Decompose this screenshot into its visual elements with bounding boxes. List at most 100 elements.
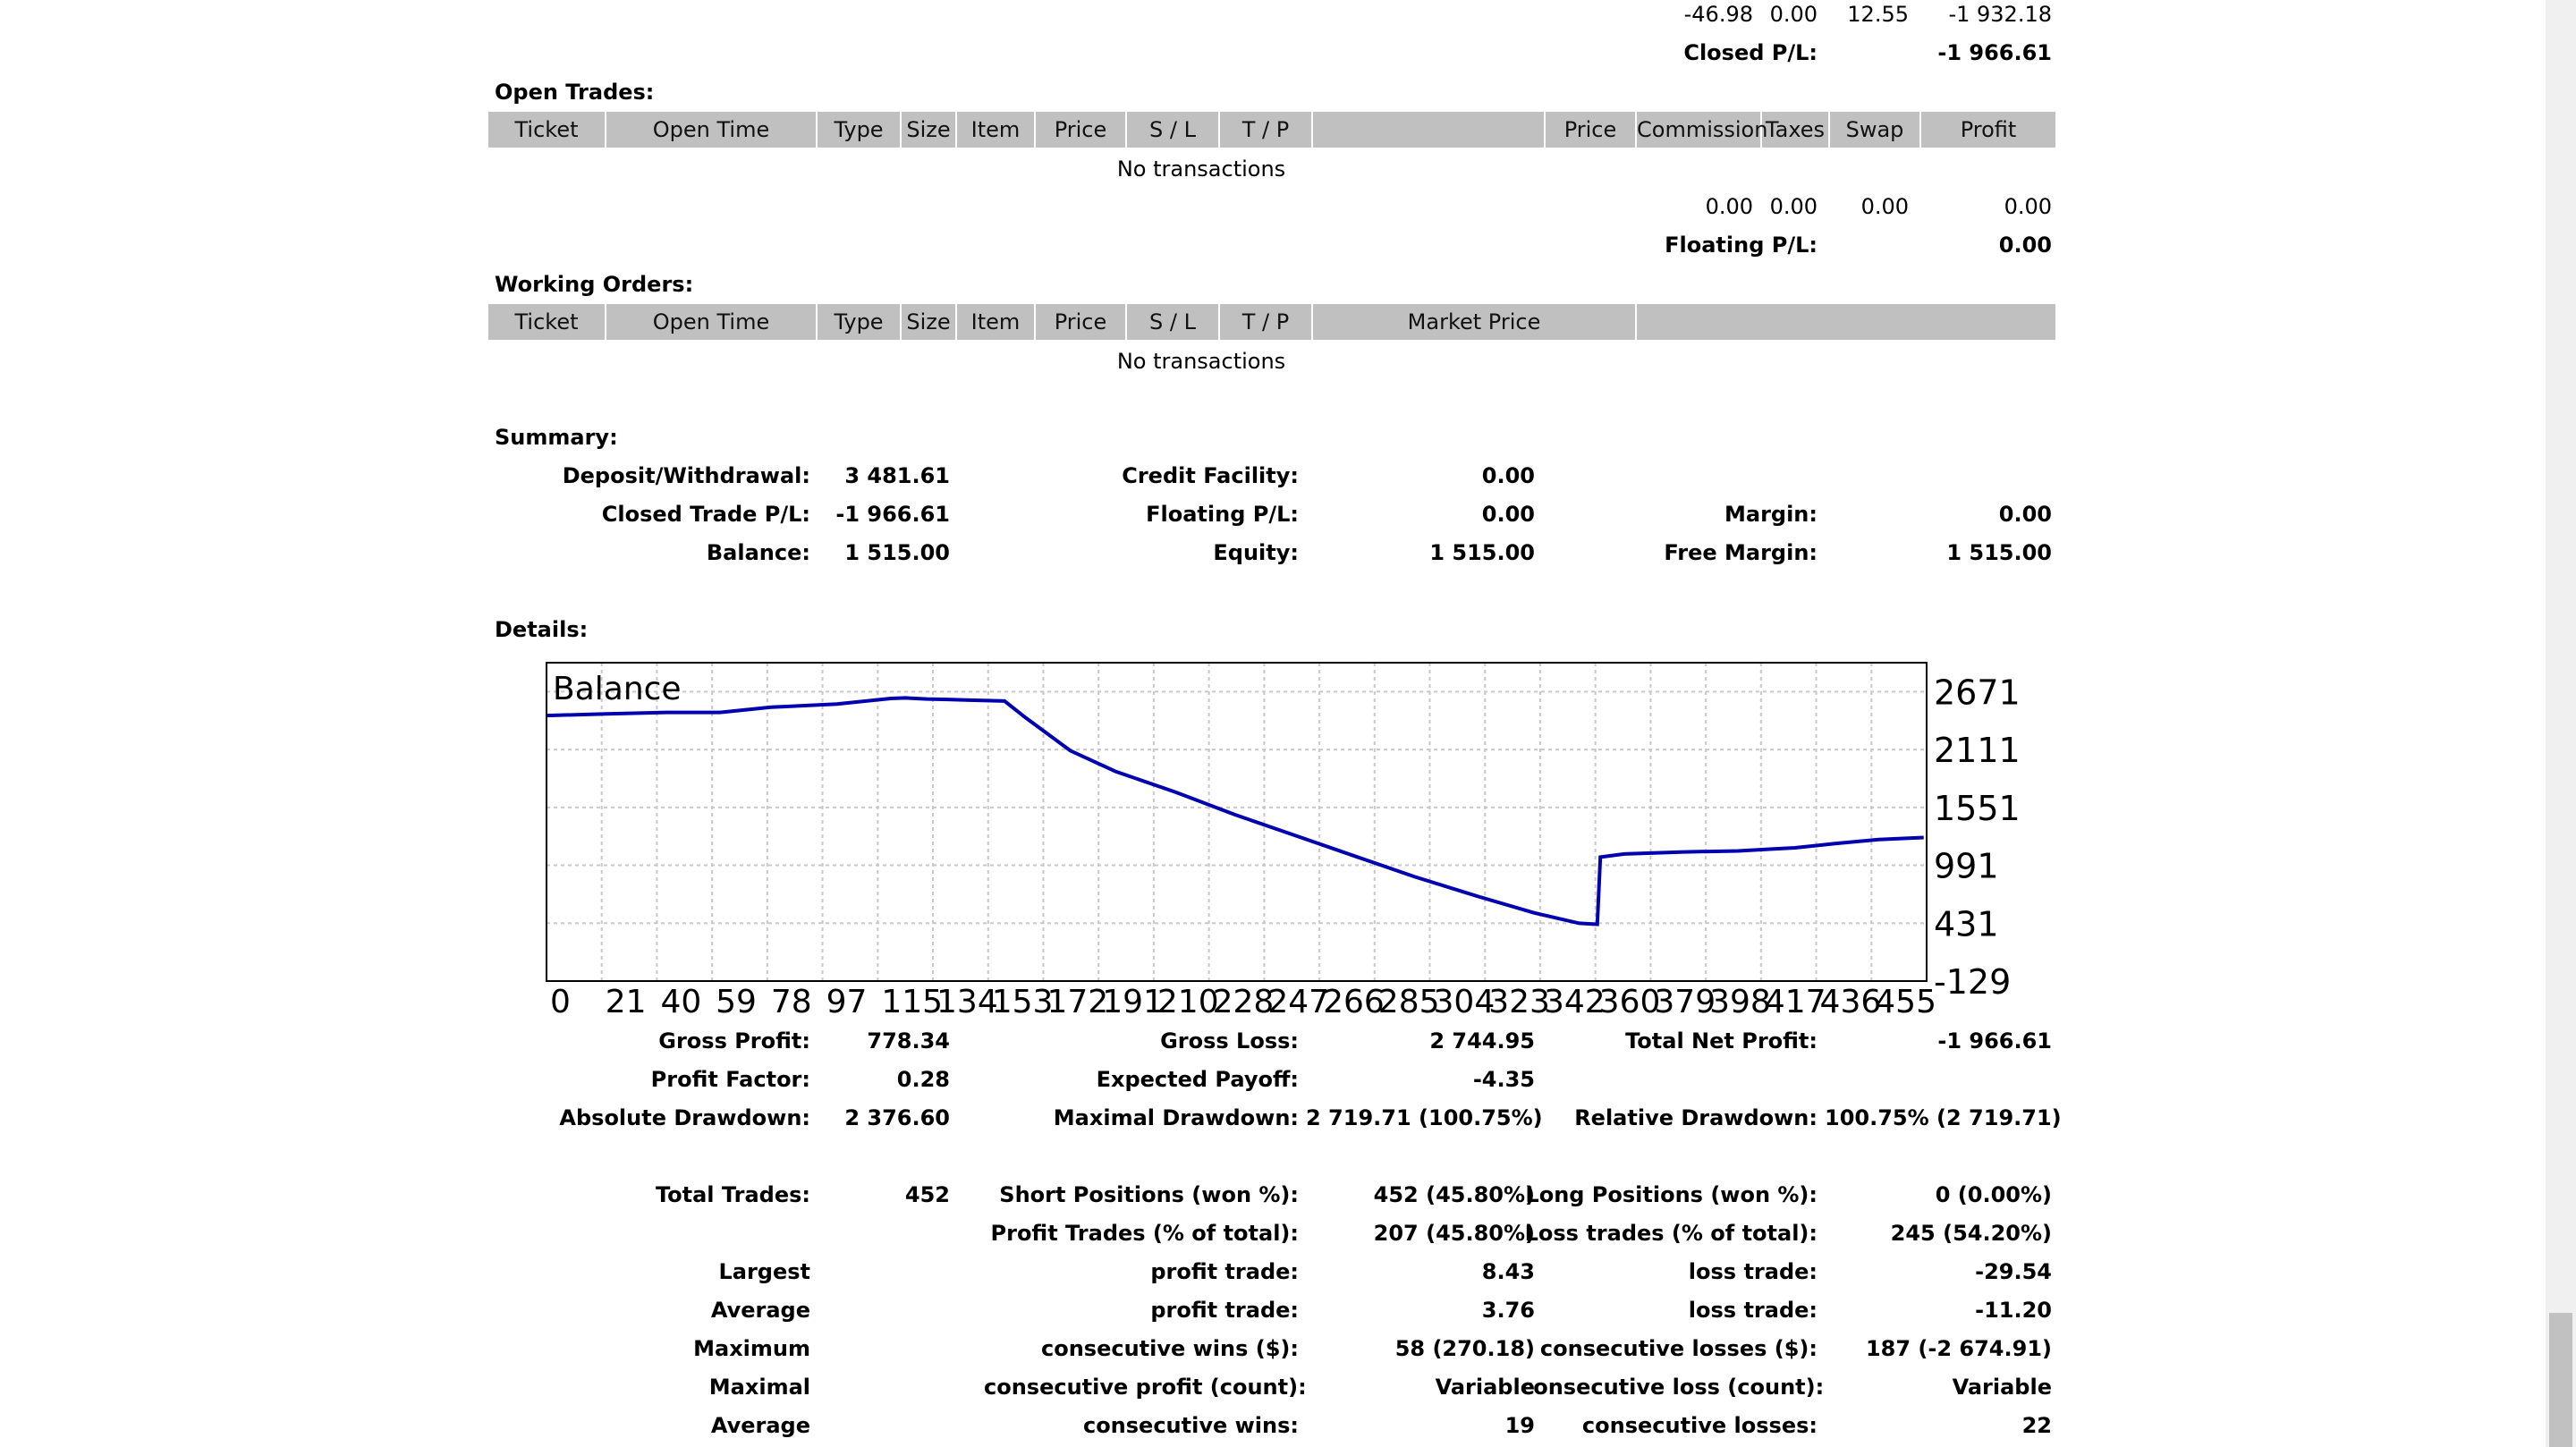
x-tick-label: 436: [1820, 984, 1882, 1020]
col-type: Type: [818, 112, 902, 148]
maximum-label: Maximum: [693, 1336, 810, 1361]
x-tick-label: 172: [1046, 984, 1108, 1020]
average-profit-label: profit trade:: [1150, 1298, 1299, 1323]
summary-title: Summary:: [495, 425, 618, 450]
avg-cons-wins-label: consecutive wins:: [1082, 1413, 1299, 1438]
col-sl: S / L: [1127, 304, 1220, 340]
working-orders-header: Ticket Open Time Type Size Item Price S …: [488, 304, 2055, 340]
equity-label: Equity:: [1213, 540, 1299, 565]
floating-pl-label: Floating P/L:: [1665, 233, 1818, 258]
col-price: Price: [1036, 112, 1127, 148]
profit-factor-label: Profit Factor:: [650, 1067, 810, 1092]
profit-trades-label: Profit Trades (% of total):: [990, 1221, 1299, 1246]
balance-series-line: [546, 696, 1924, 927]
avg-cons-losses-label: consecutive losses:: [1581, 1413, 1818, 1438]
max-cons-losses-label: consecutive losses ($):: [1539, 1336, 1818, 1361]
credit-label: Credit Facility:: [1122, 463, 1299, 488]
total-trades-label: Total Trades:: [655, 1182, 810, 1207]
x-tick-label: 398: [1709, 984, 1771, 1020]
x-tick-label: 379: [1654, 984, 1716, 1020]
maximal-drawdown-label: Maximal Drawdown:: [1053, 1105, 1299, 1130]
vertical-scrollbar-track[interactable]: [2546, 0, 2576, 1447]
col-price: Price: [1036, 304, 1127, 340]
long-positions-label: Long Positions (won %):: [1525, 1182, 1818, 1207]
x-tick-label: 285: [1378, 984, 1440, 1020]
x-tick-label: 323: [1488, 984, 1550, 1020]
max-cons-wins-label: consecutive wins ($):: [1040, 1336, 1299, 1361]
vertical-scrollbar-thumb[interactable]: [2549, 1313, 2572, 1447]
col-profit: Profit: [1960, 117, 2017, 142]
free-margin-value: 1 515.00: [1946, 540, 2052, 565]
open-taxes-total: 0.00: [1769, 194, 1818, 219]
x-tick-label: 153: [992, 984, 1054, 1020]
balance-value: 1 515.00: [844, 540, 950, 565]
open-commission-total: 0.00: [1705, 194, 1753, 219]
average-loss-value: -11.20: [1975, 1298, 2052, 1323]
average-consecutive-label: Average: [710, 1413, 810, 1438]
open-trades-header: Ticket Open Time Type Size Item Price S …: [488, 112, 2055, 148]
total-trades-value: 452: [904, 1182, 950, 1207]
open-swap-total: 0.00: [1860, 194, 1909, 219]
col-sl: S / L: [1127, 112, 1220, 148]
max-cons-wins-value: 58 (270.18): [1394, 1336, 1535, 1361]
average-label: Average: [710, 1298, 810, 1323]
average-profit-value: 3.76: [1481, 1298, 1535, 1323]
profit-factor-value: 0.28: [896, 1067, 950, 1092]
col-item: Item: [957, 112, 1036, 148]
col-type: Type: [818, 304, 902, 340]
largest-label: Largest: [718, 1259, 810, 1284]
col-swap: Swap: [1830, 112, 1921, 148]
maximal-drawdown-value: 2 719.71 (100.75%): [1306, 1105, 1543, 1130]
details-title: Details:: [495, 617, 589, 642]
long-positions-value: 0 (0.00%): [1935, 1182, 2052, 1207]
col-ticket: Ticket: [488, 112, 606, 148]
closed-commission-total: -46.98: [1683, 2, 1753, 27]
maximal-cons-profit-value: Variable: [1435, 1375, 1535, 1400]
closed-pl-value: -1 966.61: [1937, 40, 2052, 65]
total-net-value: -1 966.61: [1937, 1028, 2052, 1054]
x-tick-label: 0: [550, 984, 571, 1020]
profit-trades-value: 207 (45.80%): [1373, 1221, 1535, 1246]
col-tp: T / P: [1220, 304, 1313, 340]
avg-cons-wins-value: 19: [1504, 1413, 1535, 1438]
average-loss-label: loss trade:: [1688, 1298, 1818, 1323]
floating-pl-value: 0.00: [1998, 233, 2052, 258]
equity-value: 1 515.00: [1429, 540, 1535, 565]
gross-profit-label: Gross Profit:: [658, 1028, 810, 1054]
x-tick-label: 115: [881, 984, 943, 1020]
x-tick-label: 40: [660, 984, 701, 1020]
x-tick-label: 304: [1434, 984, 1496, 1020]
total-net-label: Total Net Profit:: [1625, 1028, 1818, 1054]
closed-pl-label: Closed P/L:: [1683, 40, 1818, 65]
summary-floating-label: Floating P/L:: [1146, 502, 1299, 527]
col-taxes: Taxes: [1762, 112, 1830, 148]
working-orders-title: Working Orders:: [495, 272, 694, 297]
col-open-time: Open Time: [606, 112, 818, 148]
chart-frame: [546, 662, 1928, 982]
y-tick-label: 1551: [1934, 789, 2021, 828]
x-tick-label: 455: [1875, 984, 1936, 1020]
y-tick-label: 2111: [1934, 731, 2021, 770]
deposit-label: Deposit/Withdrawal:: [562, 463, 810, 488]
absolute-drawdown-label: Absolute Drawdown:: [559, 1105, 810, 1130]
free-margin-label: Free Margin:: [1664, 540, 1818, 565]
x-tick-label: 59: [716, 984, 757, 1020]
short-positions-label: Short Positions (won %):: [999, 1182, 1299, 1207]
col-item: Item: [957, 304, 1036, 340]
gross-loss-value: 2 744.95: [1429, 1028, 1535, 1054]
y-tick-label: 431: [1934, 904, 1999, 944]
open-trades-title: Open Trades:: [495, 80, 655, 105]
col-commission: Commission: [1637, 112, 1767, 148]
relative-drawdown-value: 100.75% (2 719.71): [1825, 1105, 2062, 1130]
short-positions-value: 452 (45.80%): [1373, 1182, 1535, 1207]
summary-floating-value: 0.00: [1481, 502, 1535, 527]
credit-value: 0.00: [1481, 463, 1535, 488]
maximal-label: Maximal: [708, 1375, 810, 1400]
x-tick-label: 134: [936, 984, 998, 1020]
maximal-cons-loss-label: consecutive loss (count):: [1521, 1375, 1825, 1400]
col-blank: [1313, 112, 1546, 148]
y-tick-label: -129: [1934, 962, 2011, 1002]
loss-trades-label: Loss trades (% of total):: [1524, 1221, 1818, 1246]
working-orders-empty: No transactions: [1116, 349, 1286, 374]
balance-label: Balance:: [706, 540, 810, 565]
